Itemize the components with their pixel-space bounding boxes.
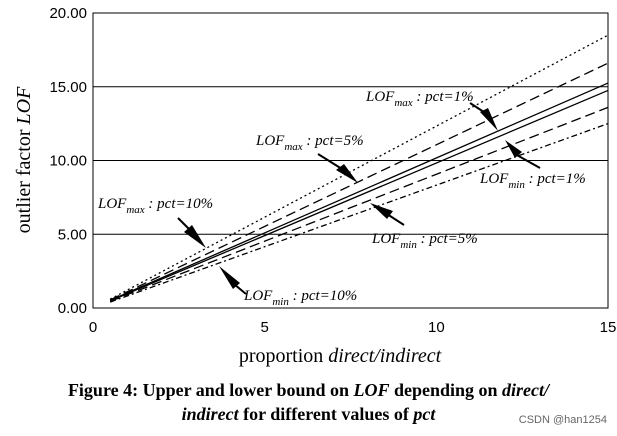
series-line-3 bbox=[109, 82, 609, 301]
series-line-4 bbox=[109, 89, 609, 302]
arrow-lofmax-1 bbox=[480, 108, 498, 131]
grid-lines bbox=[93, 86, 608, 235]
series-group bbox=[109, 34, 609, 303]
annotation-lofmin-pct5: LOFmin : pct=5% bbox=[371, 231, 478, 251]
y-tick-label: 5.00 bbox=[58, 226, 87, 243]
annotation-lofmin-pct10: LOFmin : pct=10% bbox=[243, 288, 357, 308]
y-tick-label: 15.00 bbox=[49, 79, 87, 96]
x-tick-label: 15 bbox=[600, 319, 617, 336]
plot-frame bbox=[92, 12, 609, 309]
y-tick-label: 20.00 bbox=[49, 5, 87, 22]
annotation-arrows bbox=[177, 102, 541, 295]
annotation-lofmin-pct1: LOFmin : pct=1% bbox=[479, 171, 586, 191]
annotation-lofmax-pct10: LOFmax : pct=10% bbox=[97, 196, 213, 216]
y-tick-label: 10.00 bbox=[49, 153, 87, 170]
lof-chart: 0.00 5.00 10.00 15.00 20.00 0 5 10 15 outlier f… bbox=[13, 5, 617, 367]
y-tick-label: 0.00 bbox=[58, 300, 87, 317]
figure-caption-line1: Figure 4: Upper and lower bound on LOF d… bbox=[67, 380, 550, 400]
series-line-1 bbox=[109, 34, 609, 300]
y-tick-labels: 0.00 5.00 10.00 15.00 20.00 bbox=[49, 5, 87, 317]
y-axis-label: outlier factor LOF bbox=[13, 86, 35, 233]
series-line-6 bbox=[109, 123, 609, 303]
figure-caption-line2: indirect for different values of pct bbox=[181, 404, 436, 424]
annotation-lofmax-pct1: LOFmax : pct=1% bbox=[365, 89, 474, 109]
annotation-lofmax-pct5: LOFmax : pct=5% bbox=[255, 133, 364, 153]
watermark: CSDN @han1254 bbox=[518, 414, 607, 426]
arrow-lofmin-10 bbox=[219, 266, 240, 289]
x-tick-labels: 0 5 10 15 bbox=[89, 319, 617, 336]
x-tick-label: 0 bbox=[89, 319, 97, 336]
arrow-lofmin-1 bbox=[505, 140, 522, 158]
series-line-2 bbox=[109, 62, 609, 301]
x-axis-label: proportion direct/indirect bbox=[239, 345, 442, 367]
x-tick-label: 10 bbox=[428, 319, 445, 336]
x-tick-label: 5 bbox=[260, 319, 268, 336]
arrow-lofmax-10 bbox=[184, 225, 206, 248]
